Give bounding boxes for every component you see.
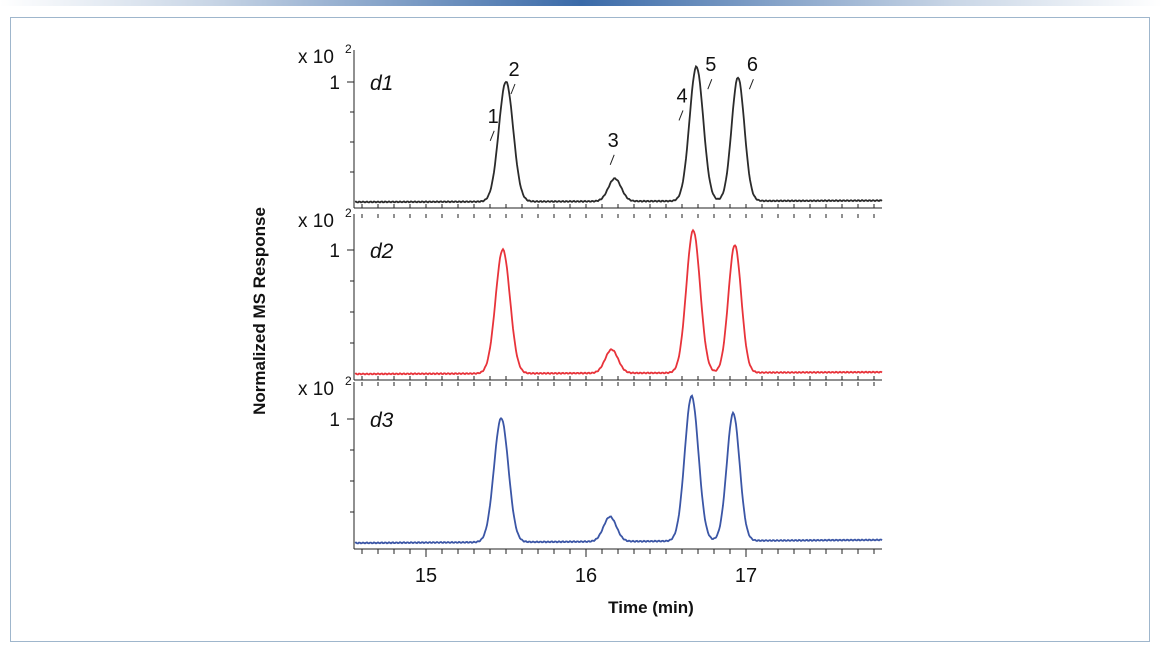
panel-2: 1 x 10 2 d2 bbox=[298, 206, 883, 386]
peak-label-3: 3 bbox=[608, 130, 619, 152]
peak-leader-line bbox=[489, 130, 495, 141]
peak-leader-line bbox=[707, 79, 713, 90]
peak-label-6: 6 bbox=[747, 54, 758, 76]
series-line-d3 bbox=[354, 394, 883, 545]
header-accent-bar bbox=[0, 0, 1162, 6]
figure-frame bbox=[10, 17, 1150, 642]
y-tick-label: 1 bbox=[329, 410, 340, 431]
peak-leader-line bbox=[609, 154, 615, 165]
peak-label-4: 4 bbox=[676, 85, 687, 107]
panels-group: 1 x 10 2 d1 1 x 10 2 d2 1 x 10 2 d3 1 2 3 45 6 bbox=[298, 42, 883, 557]
y-scale-exponent: 2 bbox=[345, 374, 352, 388]
x-axis-title: Time (min) bbox=[608, 598, 694, 617]
y-axis-title: Normalized MS Response bbox=[250, 207, 269, 415]
series-line-d2 bbox=[354, 228, 883, 376]
x-tick-label: 16 bbox=[575, 565, 597, 587]
x-tick-label: 15 bbox=[415, 565, 437, 587]
panel-1: 1 x 10 2 d1 bbox=[298, 42, 883, 218]
series-label-d3: d3 bbox=[370, 409, 394, 432]
peak-label-5: 5 bbox=[705, 54, 716, 76]
series-line-d1 bbox=[354, 64, 883, 204]
series-label-d2: d2 bbox=[370, 240, 394, 263]
y-scale-exponent: 2 bbox=[345, 42, 352, 56]
peak-label-2: 2 bbox=[508, 59, 519, 81]
y-scale-label: x 10 bbox=[298, 379, 334, 400]
y-scale-label: x 10 bbox=[298, 211, 334, 232]
x-tick-label: 17 bbox=[735, 565, 757, 587]
panel-3: 1 x 10 2 d3 bbox=[298, 374, 883, 557]
x-axis: 15 16 17 bbox=[415, 565, 757, 587]
peak-label-1: 1 bbox=[488, 106, 499, 128]
peak-leader-line bbox=[678, 110, 684, 121]
y-tick-label: 1 bbox=[329, 241, 340, 262]
peak-leader-line bbox=[748, 79, 754, 90]
y-tick-label: 1 bbox=[329, 73, 340, 94]
y-scale-exponent: 2 bbox=[345, 206, 352, 220]
y-scale-label: x 10 bbox=[298, 47, 334, 68]
peak-leader-line bbox=[510, 83, 516, 95]
series-label-d1: d1 bbox=[370, 72, 393, 95]
